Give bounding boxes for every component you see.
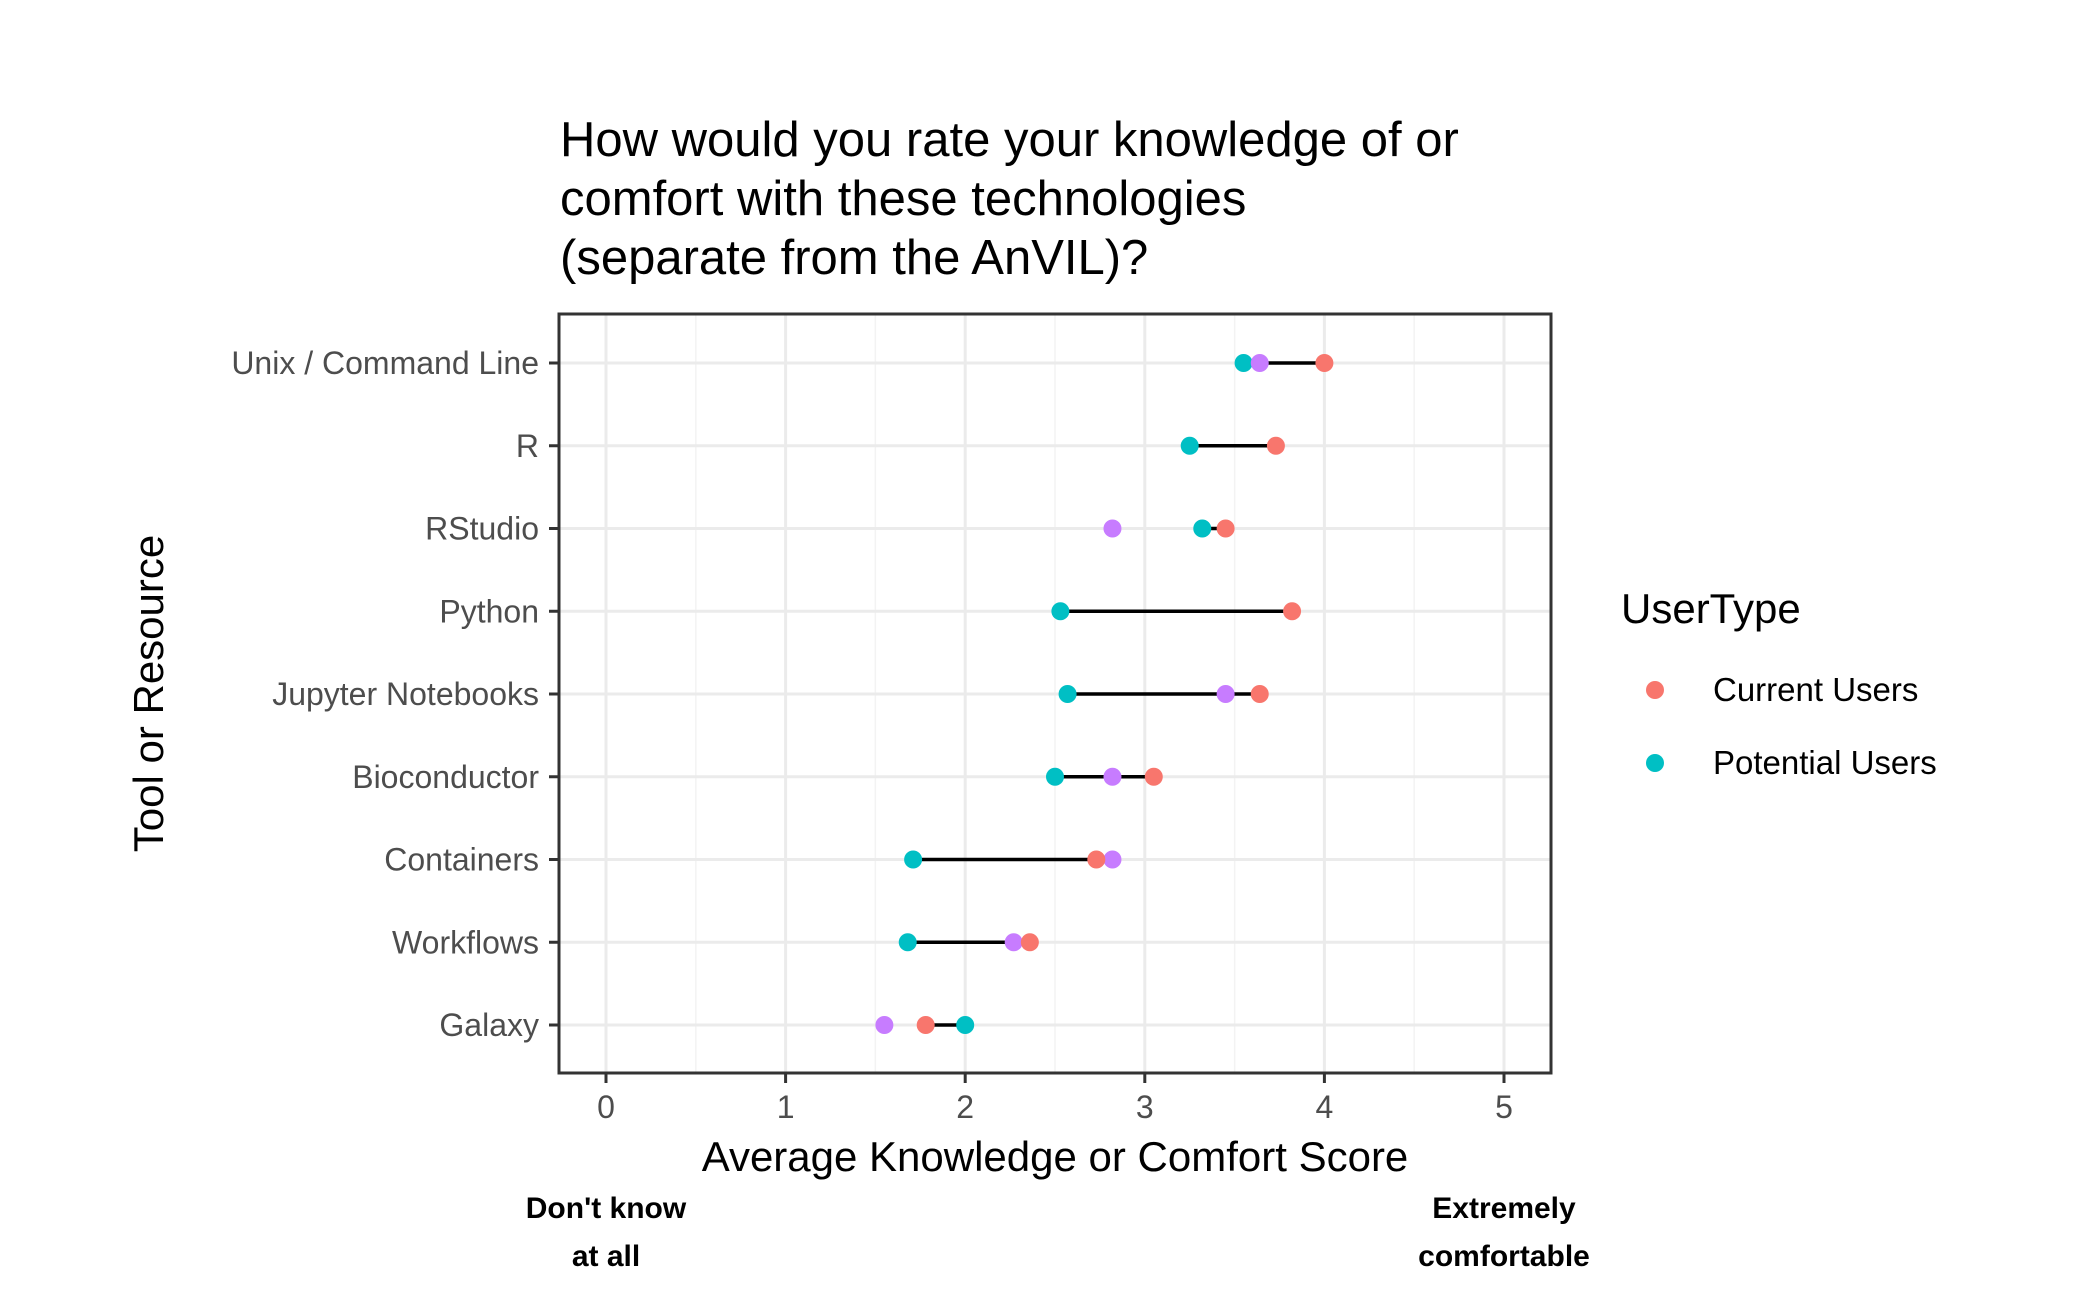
legend-title: UserType bbox=[1621, 585, 1801, 632]
legend-key bbox=[1646, 681, 1664, 699]
data-point bbox=[1058, 685, 1077, 703]
x-axis-ticks: 0 1 2 3 4 5 bbox=[597, 1073, 1513, 1125]
scale-annotation-text: at all bbox=[572, 1240, 640, 1273]
y-tick-label: Containers bbox=[384, 842, 539, 878]
data-point bbox=[1216, 519, 1235, 538]
grid-lines bbox=[559, 314, 1551, 1073]
data-point bbox=[956, 1016, 975, 1034]
y-tick-label: R bbox=[516, 428, 539, 464]
chart-title-line: comfort with these technologies bbox=[560, 172, 1246, 226]
x-tick-label: 3 bbox=[1136, 1089, 1154, 1125]
x-tick-label: 5 bbox=[1495, 1089, 1513, 1125]
data-point bbox=[898, 933, 917, 952]
data-point bbox=[1103, 519, 1122, 538]
y-tick-label: RStudio bbox=[425, 511, 539, 547]
y-axis-ticks: Unix / Command Line R RStudio Python Jupyter… bbox=[231, 345, 559, 1043]
x-tick-label: 4 bbox=[1316, 1089, 1334, 1125]
data-point bbox=[1004, 933, 1023, 952]
y-axis-title: Tool or Resource bbox=[125, 535, 172, 852]
chart-title-line: (separate from the AnVIL)? bbox=[560, 231, 1148, 285]
data-point bbox=[1046, 767, 1064, 786]
y-tick-label: Workflows bbox=[392, 924, 539, 960]
data-point bbox=[1250, 685, 1269, 703]
data-point bbox=[1283, 602, 1302, 621]
data-point bbox=[1250, 354, 1269, 372]
scale-annotations: Don't know at all Extremely comfortable bbox=[526, 1192, 1590, 1273]
data-point bbox=[875, 1016, 894, 1034]
scale-annotation-text: Don't know bbox=[526, 1192, 687, 1225]
data-point bbox=[916, 1016, 935, 1034]
data-point bbox=[1051, 602, 1070, 621]
y-tick-label: Galaxy bbox=[439, 1007, 539, 1043]
scale-annotation-text: comfortable bbox=[1418, 1240, 1590, 1273]
data-point bbox=[1020, 933, 1039, 952]
y-tick-label: Python bbox=[439, 593, 539, 629]
data-point bbox=[1087, 850, 1106, 869]
legend: UserType Current Users Potential Users bbox=[1621, 585, 1937, 781]
x-tick-label: 0 bbox=[597, 1089, 615, 1125]
data-points bbox=[875, 354, 1334, 1034]
data-point bbox=[1144, 767, 1163, 786]
y-tick-label: Unix / Command Line bbox=[231, 345, 539, 381]
chart-title-line: How would you rate your knowledge of or bbox=[560, 113, 1459, 167]
data-point bbox=[1103, 850, 1122, 869]
data-point bbox=[1193, 519, 1212, 538]
data-point bbox=[1103, 767, 1122, 786]
legend-key bbox=[1646, 754, 1664, 772]
data-point bbox=[1216, 685, 1235, 703]
legend-label: Potential Users bbox=[1713, 744, 1937, 781]
legend-label: Current Users bbox=[1713, 671, 1918, 708]
data-point bbox=[1180, 436, 1199, 455]
chart-title: How would you rate your knowledge of or … bbox=[560, 113, 1459, 285]
x-tick-label: 2 bbox=[956, 1089, 974, 1125]
scale-annotation-text: Extremely bbox=[1432, 1192, 1576, 1225]
data-point bbox=[1266, 436, 1285, 455]
y-tick-label: Bioconductor bbox=[352, 759, 539, 795]
data-point bbox=[1315, 354, 1334, 372]
x-axis-title: Average Knowledge or Comfort Score bbox=[702, 1133, 1409, 1180]
data-point bbox=[904, 850, 923, 869]
data-point bbox=[1234, 354, 1253, 372]
y-tick-label: Jupyter Notebooks bbox=[272, 676, 539, 712]
x-tick-label: 1 bbox=[777, 1089, 795, 1125]
